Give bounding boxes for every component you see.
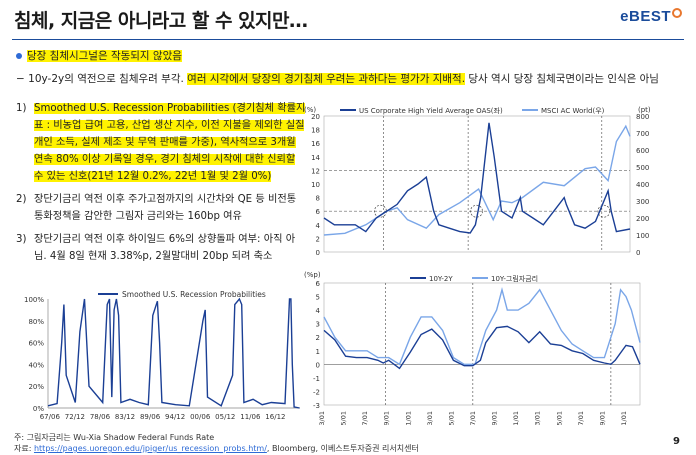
right-tick-label: 700	[636, 130, 649, 138]
series-line-msci	[323, 124, 631, 236]
header-divider	[12, 39, 684, 40]
series-line	[47, 297, 300, 409]
x-tick-label: 05/01	[447, 411, 455, 425]
y-tick-label: 6	[316, 280, 321, 288]
y-tick-label: 2	[316, 334, 320, 342]
list-item: 2) 장단기금리 역전 이후 주가고점까지의 시간차와 QE 등 비전통 통화정책…	[16, 194, 297, 222]
y-tick-label: -3	[313, 402, 320, 410]
x-tick-label: 15/01	[555, 411, 563, 425]
y-tick-label: -1	[313, 375, 320, 383]
left-tick-label: 12	[311, 167, 320, 175]
y-tick-label: 100%	[24, 296, 44, 304]
left-tick-label: 0	[316, 249, 320, 257]
legend-label: 10Y-그림자금리	[491, 274, 538, 283]
left-tick-label: 16	[311, 140, 320, 148]
x-tick-label: 93/01	[318, 411, 326, 425]
right-tick-label: 0	[636, 249, 640, 257]
breakout-marker	[597, 204, 611, 218]
left-axis-unit: (%)	[304, 106, 316, 114]
right-tick-label: 100	[636, 232, 649, 240]
page-number: 9	[673, 436, 680, 447]
footnotes: 주: 그림자금리는 Wu-Xia Shadow Federal Funds Ra…	[14, 433, 419, 453]
plot-frame	[323, 115, 631, 253]
y-tick-label: -2	[313, 388, 320, 396]
list-item: 1) Smoothed U.S. Recession Probabilities …	[16, 103, 306, 182]
legend-label: 10Y-2Y	[429, 275, 453, 283]
legend-label: MSCI AC World(우)	[541, 107, 605, 115]
x-tick-label: 78/06	[90, 413, 111, 421]
x-tick-label: 94/12	[165, 413, 185, 421]
legend-label: US Corporate High Yield Average OAS(좌)	[359, 106, 503, 115]
x-tick-label: 67/06	[40, 413, 61, 421]
left-tick-label: 2	[316, 235, 320, 243]
x-tick-label: 09/01	[491, 411, 499, 425]
x-tick-label: 13/01	[534, 411, 542, 425]
x-tick-label: 19/01	[598, 411, 606, 425]
x-tick-label: 16/12	[265, 413, 285, 421]
y-tick-label: 4	[316, 307, 321, 315]
axis-unit: (%p)	[304, 271, 321, 279]
x-tick-label: 21/01	[620, 411, 628, 425]
right-tick-label: 500	[636, 164, 649, 172]
right-tick-label: 400	[636, 181, 649, 189]
x-tick-label: 95/01	[340, 411, 348, 425]
x-tick-label: 89/06	[140, 413, 161, 421]
x-tick-label: 17/01	[577, 411, 585, 425]
recession-probability-chart: 0% 20% 40% 60% 80% 100% 67/06 72/12 78/06 83/12 89…	[24, 290, 300, 421]
series-line-shadow-spread	[323, 287, 641, 366]
x-tick-label: 07/01	[469, 411, 477, 425]
summary-dash-line: − 10y-2y의 역전으로 침체우려 부각. 여러 시각에서 당장의 경기침체…	[16, 73, 659, 85]
x-tick-label: 03/01	[426, 411, 434, 425]
y-tick-label: 80%	[28, 318, 44, 326]
hy-oas-msci-chart: (%) (pt)024681012141618200100200300400500…	[304, 106, 651, 257]
logo-circle-icon	[672, 8, 682, 18]
right-axis-unit: (pt)	[638, 106, 651, 114]
y-tick-label: 0	[316, 361, 320, 369]
y-tick-label: 3	[316, 321, 320, 329]
right-tick-label: 800	[636, 113, 649, 121]
series-line-10y2y	[323, 325, 641, 370]
y-tick-label: 5	[316, 294, 320, 302]
x-tick-label: 05/12	[215, 413, 235, 421]
legend-label: Smoothed U.S. Recession Probabilities	[122, 290, 266, 299]
page-title: 침체, 지금은 아니라고 할 수 있지만…	[14, 10, 308, 32]
right-tick-label: 200	[636, 215, 649, 223]
y-tick-label: 40%	[28, 361, 44, 369]
yield-spread-chart: (%p) -3 -2 -1 0 1 2 3 4 5 6 93/01 95/01 97/01 99/01 01/…	[304, 271, 641, 425]
right-tick-label: 600	[636, 147, 649, 155]
left-tick-label: 14	[311, 154, 320, 162]
left-tick-label: 18	[311, 127, 320, 135]
source-link[interactable]: https://pages.uoregon.edu/jpiger/us_rece…	[33, 444, 267, 453]
x-tick-label: 01/01	[404, 411, 412, 425]
numbered-items: 1) Smoothed U.S. Recession Probabilities …	[16, 100, 306, 271]
x-tick-label: 11/06	[240, 413, 261, 421]
series-line-hy-oas	[323, 122, 631, 234]
x-tick-label: 83/12	[115, 413, 135, 421]
x-tick-label: 11/01	[512, 411, 520, 425]
y-tick-label: 20%	[28, 383, 44, 391]
left-tick-label: 6	[316, 208, 321, 216]
breakout-marker	[470, 204, 483, 218]
summary-bullet: 당장 침체시그널은 작동되지 않았음	[16, 48, 182, 63]
list-item: 3) 장단기금리 역전 이후 하이일드 6%의 상향돌파 여부: 아직 아님. 4…	[16, 234, 296, 262]
left-tick-label: 10	[311, 181, 320, 189]
x-tick-label: 72/12	[65, 413, 85, 421]
x-tick-label: 00/06	[190, 413, 211, 421]
left-tick-label: 8	[316, 195, 320, 203]
x-tick-label: 99/01	[383, 411, 391, 425]
y-tick-label: 0%	[33, 405, 44, 413]
left-tick-label: 20	[311, 113, 320, 121]
y-tick-label: 1	[316, 348, 320, 356]
x-tick-label: 97/01	[361, 411, 369, 425]
ebest-logo: eBEST	[620, 8, 682, 25]
right-tick-label: 300	[636, 198, 649, 206]
left-tick-label: 4	[316, 222, 321, 230]
y-tick-label: 60%	[28, 340, 44, 348]
plot-frame	[323, 282, 641, 406]
bullet-dot-icon	[16, 53, 22, 59]
